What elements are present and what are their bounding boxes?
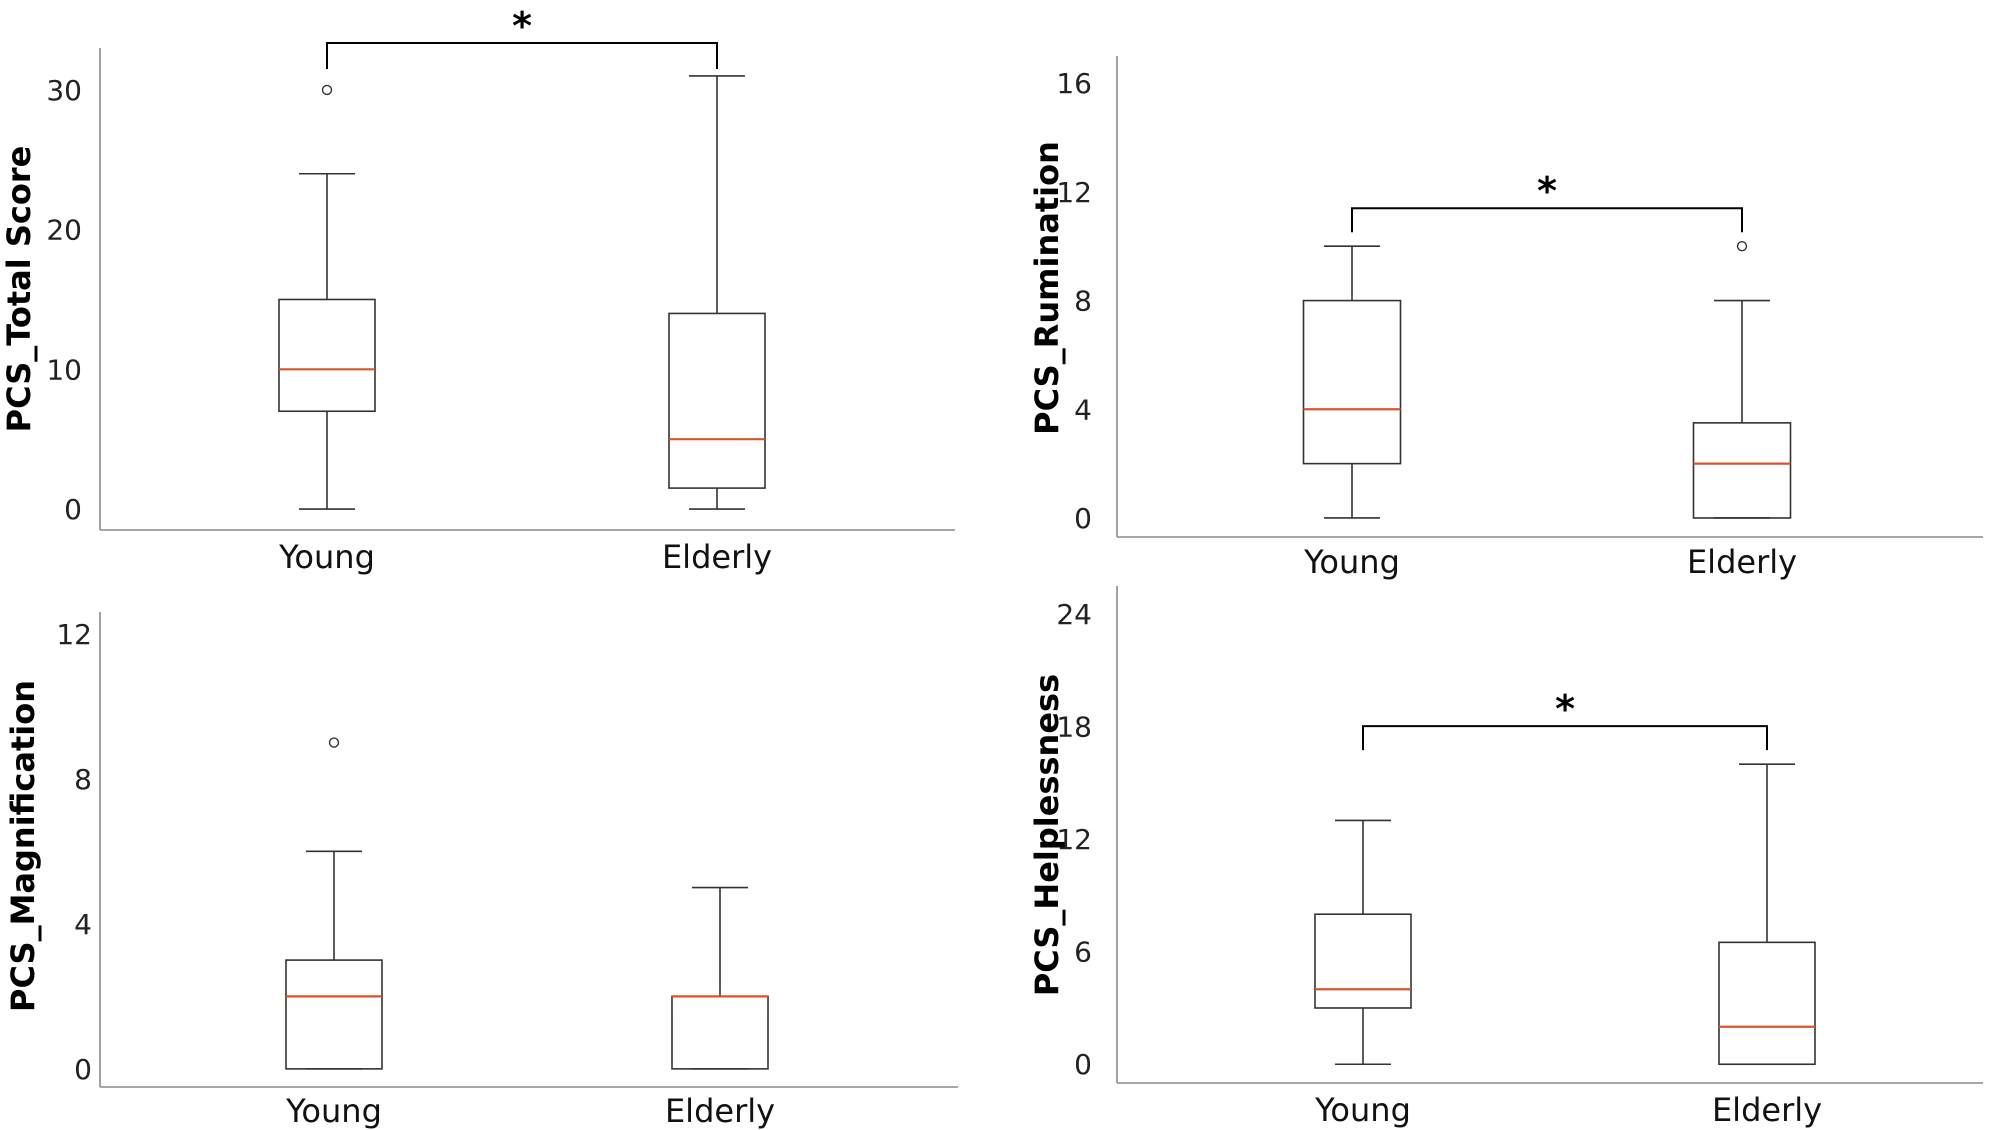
- outlier-point: [328, 737, 340, 748]
- y-tick-label: 30: [46, 74, 82, 107]
- y-tick-label: 8: [1074, 285, 1092, 318]
- y-tick-label: 6: [1074, 936, 1092, 969]
- x-tick-label: Elderly: [665, 1092, 775, 1130]
- bracket-line: [1351, 207, 1743, 233]
- iqr-box: [668, 312, 766, 489]
- y-tick-label: 10: [46, 353, 82, 386]
- significance-star: *: [512, 4, 532, 48]
- x-tick-label: Elderly: [1712, 1091, 1822, 1129]
- chart-panel-3: 0 6 12 18 24 PCS_Helplessness Young Elderly *: [1028, 586, 1983, 1129]
- y-tick-label: 4: [1074, 393, 1092, 426]
- significance-star: *: [1555, 687, 1575, 731]
- y-tick-label: 0: [1074, 502, 1092, 535]
- box-young: Young: [285, 737, 383, 1130]
- box-elderly: Elderly: [665, 886, 775, 1130]
- y-tick-label: 12: [1056, 176, 1092, 209]
- y-tick-label: 0: [64, 493, 82, 526]
- iqr-box: [1302, 299, 1402, 465]
- y-axis-title: PCS_Helplessness: [1028, 674, 1066, 996]
- iqr-box: [1314, 913, 1412, 1009]
- significance-bracket: *: [1362, 687, 1768, 751]
- outlier-point: [321, 84, 333, 96]
- x-tick-label: Young: [1314, 1091, 1411, 1129]
- iqr-box: [1692, 422, 1792, 519]
- y-tick-label: 12: [56, 618, 92, 651]
- y-axis-title: PCS_Total Score: [0, 146, 38, 433]
- x-tick-label: Young: [1303, 543, 1400, 581]
- chart-panel-2: 0 4 8 12 PCS_Magnification Young Elderly: [4, 612, 958, 1130]
- x-tick-label: Elderly: [1687, 543, 1797, 581]
- y-axis-title: PCS_Magnification: [4, 680, 42, 1012]
- bracket-line: [1362, 725, 1768, 751]
- significance-bracket: *: [326, 4, 718, 69]
- box-young: Young: [278, 84, 376, 576]
- y-axis-title: PCS_Rumination: [1028, 141, 1066, 435]
- box-young: Young: [1302, 245, 1402, 581]
- x-tick-label: Young: [278, 538, 375, 576]
- chart-panel-0: 0 10 20 30 PCS_Total Score Young Elderly *: [0, 4, 955, 576]
- y-tick-label: 16: [1056, 67, 1092, 100]
- y-tick-label: 0: [1074, 1048, 1092, 1081]
- box-elderly: Elderly: [1687, 241, 1797, 581]
- x-tick-label: Young: [285, 1092, 382, 1130]
- y-tick-label: 12: [1056, 823, 1092, 856]
- y-tick-label: 8: [74, 763, 92, 796]
- iqr-box: [1718, 941, 1816, 1066]
- y-tick-label: 24: [1056, 598, 1092, 631]
- iqr-box: [285, 959, 383, 1070]
- box-young: Young: [1314, 819, 1412, 1129]
- iqr-box: [671, 995, 769, 1070]
- iqr-box: [278, 298, 376, 413]
- y-tick-label: 20: [46, 214, 82, 247]
- box-elderly: Elderly: [1712, 763, 1822, 1129]
- chart-panel-1: 0 4 8 12 16 PCS_Rumination Young Elderly *: [1028, 56, 1983, 581]
- x-tick-label: Elderly: [662, 538, 772, 576]
- bracket-line: [326, 41, 718, 69]
- y-tick-label: 4: [74, 908, 92, 941]
- y-tick-label: 0: [74, 1053, 92, 1086]
- y-tick-label: 18: [1056, 711, 1092, 744]
- outlier-point: [1736, 241, 1748, 252]
- box-elderly: Elderly: [662, 75, 772, 576]
- significance-bracket: *: [1351, 169, 1743, 233]
- significance-star: *: [1537, 169, 1557, 213]
